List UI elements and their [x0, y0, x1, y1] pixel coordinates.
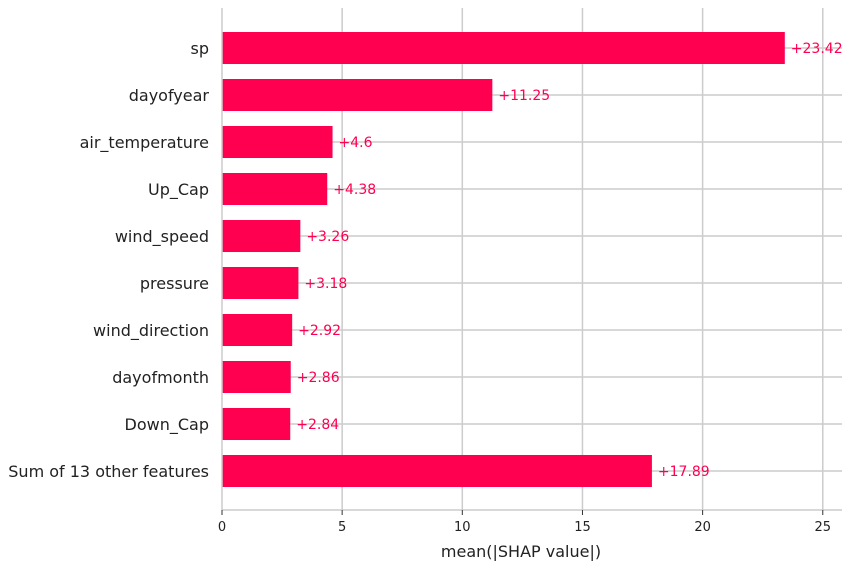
- x-tick-label: 15: [574, 520, 591, 535]
- bar: [222, 314, 293, 346]
- axis-layer: [221, 8, 842, 515]
- bar: [222, 126, 333, 158]
- bar-value-label: +2.84: [296, 417, 339, 433]
- category-label: pressure: [140, 274, 209, 293]
- bar: [222, 408, 291, 440]
- x-tick-label: 25: [815, 520, 832, 535]
- x-axis-title: mean(|SHAP value|): [441, 542, 601, 561]
- bar-value-label: +3.18: [304, 276, 347, 292]
- bar-value-label: +2.86: [297, 370, 340, 386]
- x-tick-label: 20: [694, 520, 711, 535]
- category-label: Up_Cap: [148, 180, 209, 200]
- x-tick-label: 5: [338, 520, 346, 535]
- bar-layer: [222, 32, 785, 487]
- category-label: Down_Cap: [125, 415, 209, 435]
- bar-value-label: +4.6: [339, 135, 373, 151]
- category-label: air_temperature: [80, 133, 209, 153]
- bar-value-label: +23.42: [791, 41, 843, 57]
- bar-value-label: +2.92: [298, 323, 341, 339]
- bar: [222, 79, 493, 111]
- category-label: sp: [191, 39, 210, 58]
- bar-value-label: +11.25: [498, 88, 550, 104]
- x-tick-label: 0: [218, 520, 226, 535]
- bar: [222, 32, 785, 64]
- bar-value-label: +3.26: [306, 229, 349, 245]
- category-label: wind_direction: [93, 321, 209, 341]
- bar: [222, 267, 299, 299]
- bar: [222, 361, 291, 393]
- bar: [222, 455, 652, 487]
- bar: [222, 220, 301, 252]
- label-layer: +23.42 sp +11.25 dayofyear +4.6 air_temperatu…: [8, 39, 842, 535]
- bar: [222, 173, 328, 205]
- category-label: dayofyear: [129, 86, 210, 105]
- x-tick-label: 10: [454, 520, 471, 535]
- category-label: Sum of 13 other features: [8, 462, 209, 481]
- category-label: dayofmonth: [112, 368, 209, 387]
- bar-value-label: +4.38: [333, 182, 376, 198]
- category-label: wind_speed: [115, 227, 209, 247]
- bar-value-label: +17.89: [658, 464, 710, 480]
